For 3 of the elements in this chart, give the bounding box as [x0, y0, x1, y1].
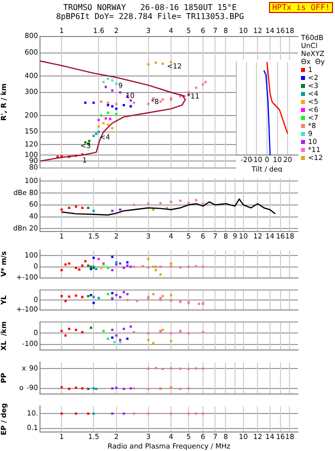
text: HPTx is OFF! — [269, 2, 333, 13]
chart-subtitle: 8pBP6It DoY= 228.784 File= TR113053.BPG — [55, 12, 245, 21]
chart-title: TROMSO NORWAY 26-08-16 1850UT 15°E — [63, 3, 237, 12]
